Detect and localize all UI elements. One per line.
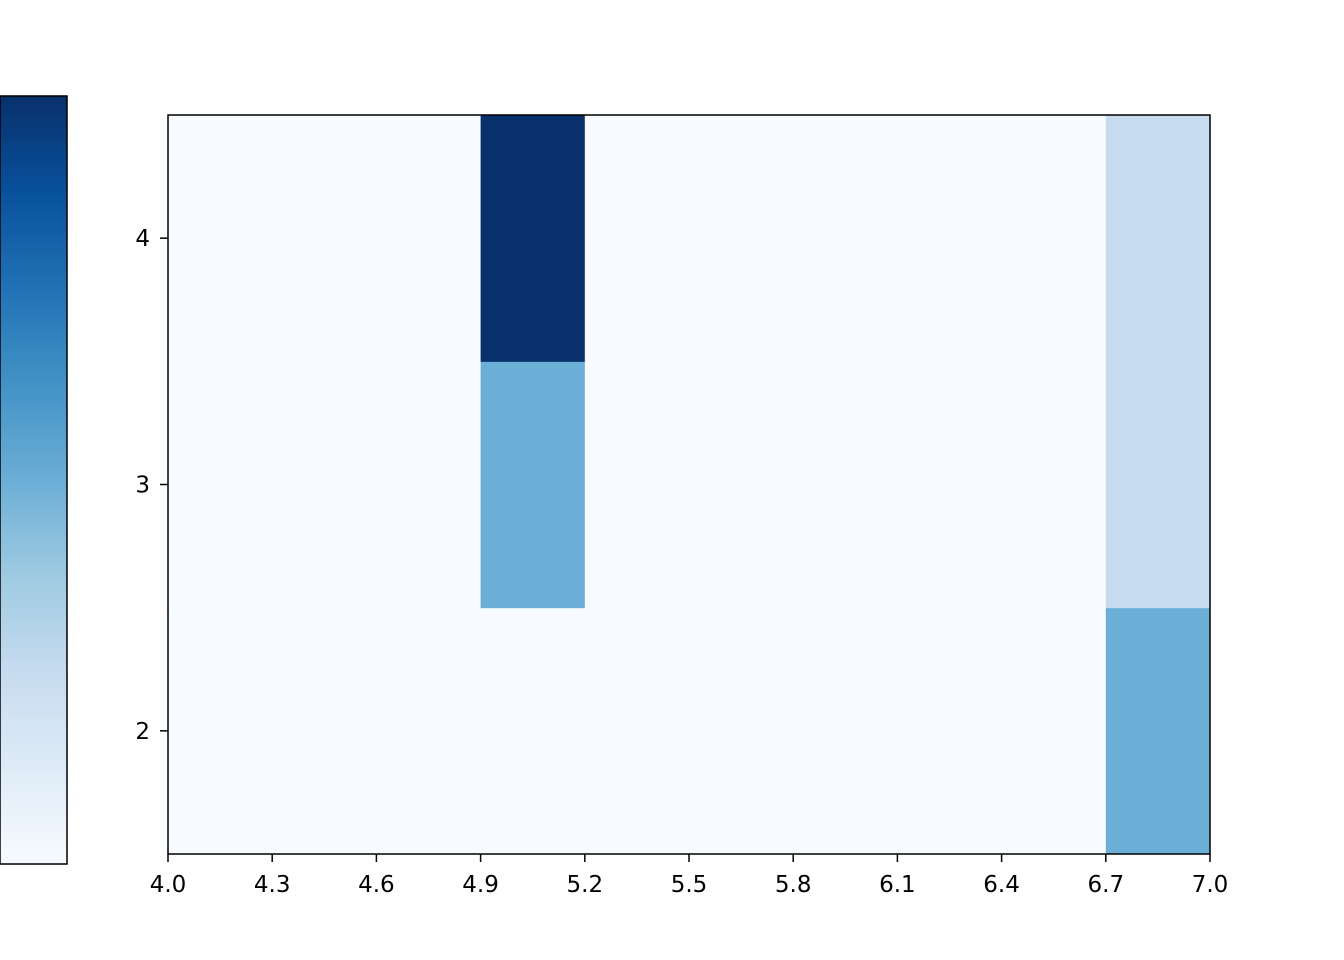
heatmap-cell-9-2 [1105,115,1211,362]
x-tick-label-6: 5.8 [775,872,812,898]
x-tick-label-2: 4.6 [358,872,395,898]
x-tick-label-10: 7.0 [1192,872,1229,898]
y-tick-label-0: 2 [135,719,150,745]
heatmap-cell-1-0 [272,607,377,855]
heatmap-cell-2-2 [376,115,482,362]
heatmap-cell-5-0 [689,607,794,855]
y-tick-label-1: 3 [135,473,150,499]
heatmap-cell-0-1 [168,361,273,609]
heatmap-cell-7-0 [897,607,1003,855]
heatmap-cell-9-0 [1105,607,1211,855]
heatmap-cell-8-1 [1001,361,1107,609]
x-tick-label-9: 6.7 [1088,872,1125,898]
heatmap-cell-2-1 [376,361,482,609]
heatmap-cell-9-1 [1105,361,1211,609]
heatmap-cell-4-2 [584,115,690,362]
y-axis: 2 3 4 [135,226,168,745]
heatmap-cell-6-2 [793,115,898,362]
heatmap-cell-1-2 [272,115,377,362]
heatmap-cell-0-0 [168,607,273,855]
heatmap-cell-3-2 [480,115,586,362]
colorbar-gradient [0,95,68,865]
heatmap-cell-1-1 [272,361,377,609]
heatmap-cell-0-2 [168,115,273,362]
x-tick-label-0: 4.0 [150,872,187,898]
x-axis: 4.0 4.3 4.6 4.9 5.2 5.5 5.8 6.1 6.4 6.7 7.0 [150,854,1229,898]
heatmap-cell-6-1 [793,361,898,609]
heatmap-cells [168,115,1211,855]
heatmap-cell-2-0 [376,607,482,855]
heatmap-cell-3-1 [480,361,586,609]
x-tick-label-4: 5.2 [567,872,604,898]
heatmap-cell-3-0 [480,607,586,855]
x-tick-label-7: 6.1 [879,872,916,898]
heatmap-cell-8-0 [1001,607,1107,855]
heatmap-cell-8-2 [1001,115,1107,362]
x-tick-label-3: 4.9 [462,872,499,898]
colorbar [0,95,68,865]
heatmap-cell-5-2 [689,115,794,362]
heatmap-cell-4-1 [584,361,690,609]
heatmap-cell-5-1 [689,361,794,609]
heatmap-cell-7-2 [897,115,1003,362]
x-tick-label-8: 6.4 [983,872,1020,898]
x-tick-label-1: 4.3 [254,872,291,898]
y-tick-label-2: 4 [135,226,150,252]
heatmap-cell-4-0 [584,607,690,855]
heatmap-cell-7-1 [897,361,1003,609]
x-tick-label-5: 5.5 [671,872,708,898]
heatmap-cell-6-0 [793,607,898,855]
